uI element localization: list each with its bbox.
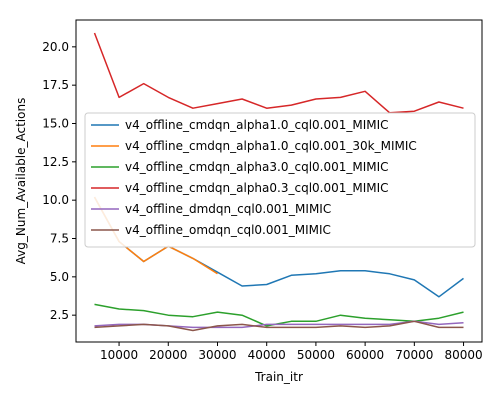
x-tick-label: 30000 <box>198 348 236 362</box>
y-tick-label: 15.0 <box>42 117 69 131</box>
legend-label-5: v4_offline_omdqn_cql0.001_MIMIC <box>125 223 331 237</box>
y-tick-label: 7.5 <box>50 232 69 246</box>
legend: v4_offline_cmdqn_alpha1.0_cql0.001_MIMIC… <box>84 112 476 248</box>
legend-box <box>84 112 476 248</box>
y-tick-label: 5.0 <box>50 270 69 284</box>
x-axis-label: Train_itr <box>254 370 303 384</box>
x-tick-label: 10000 <box>100 348 138 362</box>
y-tick-label: 20.0 <box>42 40 69 54</box>
x-tick-label: 80000 <box>444 348 482 362</box>
y-tick-label: 2.5 <box>50 308 69 322</box>
legend-label-3: v4_offline_cmdqn_alpha0.3_cql0.001_MIMIC <box>125 181 389 195</box>
legend-label-0: v4_offline_cmdqn_alpha1.0_cql0.001_MIMIC <box>125 118 389 132</box>
y-tick-label: 17.5 <box>42 78 69 92</box>
y-axis-label: Avg_Num_Available_Actions <box>14 98 28 265</box>
legend-label-2: v4_offline_cmdqn_alpha3.0_cql0.001_MIMIC <box>125 160 389 174</box>
x-tick-label: 60000 <box>346 348 384 362</box>
series-line-2 <box>94 303 464 327</box>
x-tick-label: 70000 <box>395 348 433 362</box>
series-line-3 <box>93 32 464 114</box>
plot-frame <box>75 19 483 343</box>
x-tick-label: 40000 <box>248 348 286 362</box>
y-tick-label: 10.0 <box>42 193 69 207</box>
series-line-5 <box>94 320 464 332</box>
x-axis-ticks: 10000 20000 30000 40000 50000 60000 70000 80000 <box>100 342 483 362</box>
legend-label-1: v4_offline_cmdqn_alpha1.0_cql0.001_30k_M… <box>125 139 417 153</box>
x-tick-label: 50000 <box>297 348 335 362</box>
x-tick-label: 20000 <box>149 348 187 362</box>
legend-label-4: v4_offline_dmdqn_cql0.001_MIMIC <box>125 202 331 216</box>
y-axis-ticks: 2.5 5.0 7.5 10.0 12.5 15.0 17.5 20.0 <box>42 40 76 322</box>
y-tick-label: 12.5 <box>42 155 69 169</box>
